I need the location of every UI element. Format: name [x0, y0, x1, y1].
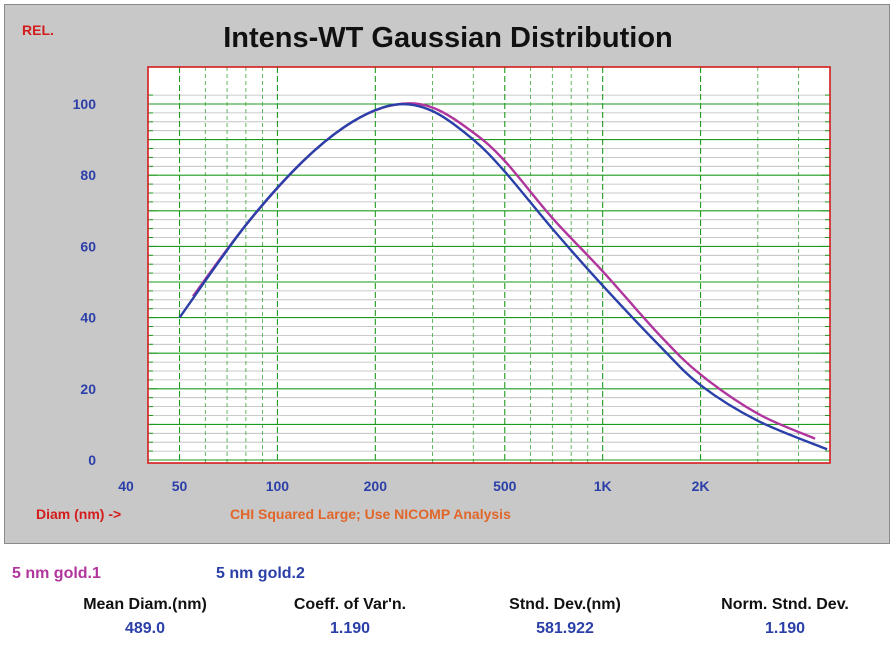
plot-frame: [147, 66, 831, 464]
x-tick-label: 1K: [594, 478, 612, 494]
y-tick-label: 20: [80, 381, 96, 397]
chart-title: Intens-WT Gaussian Distribution: [223, 22, 673, 54]
legend-series-2: 5 nm gold.2: [216, 565, 305, 582]
analysis-note: CHI Squared Large; Use NICOMP Analysis: [230, 506, 511, 522]
x-tick-label: 100: [266, 478, 290, 494]
series-line-2: [178, 102, 828, 451]
stat-label-mean-diam: Mean Diam.(nm): [83, 596, 207, 613]
stat-label-norm-stnd-dev: Norm. Stnd. Dev.: [721, 596, 849, 613]
stat-value-stnd-dev: 581.922: [536, 620, 594, 637]
legend-series-1: 5 nm gold.1: [12, 565, 101, 582]
x-tick-label: 500: [493, 478, 517, 494]
x-tick-label: 50: [172, 478, 188, 494]
y-axis-label: REL.: [22, 22, 54, 38]
x-tick-label: 40: [118, 478, 134, 494]
y-tick-label: 80: [80, 167, 96, 183]
stat-value-norm-stnd-dev: 1.190: [764, 620, 806, 637]
stat-label-stnd-dev: Stnd. Dev.(nm): [509, 596, 621, 613]
y-tick-label: 100: [73, 96, 97, 112]
stat-value-mean-diam: 489.0: [124, 620, 166, 637]
y-tick-label: 0: [88, 452, 96, 468]
stat-label-coeff-var: Coeff. of Var'n.: [293, 596, 407, 613]
x-tick-label: 200: [364, 478, 388, 494]
y-tick-label: 40: [80, 310, 96, 326]
stat-value-coeff-var: 1.190: [329, 620, 371, 637]
y-tick-label: 60: [80, 238, 96, 254]
x-tick-label: 2K: [692, 478, 710, 494]
x-axis-label: Diam (nm) ->: [36, 506, 122, 522]
